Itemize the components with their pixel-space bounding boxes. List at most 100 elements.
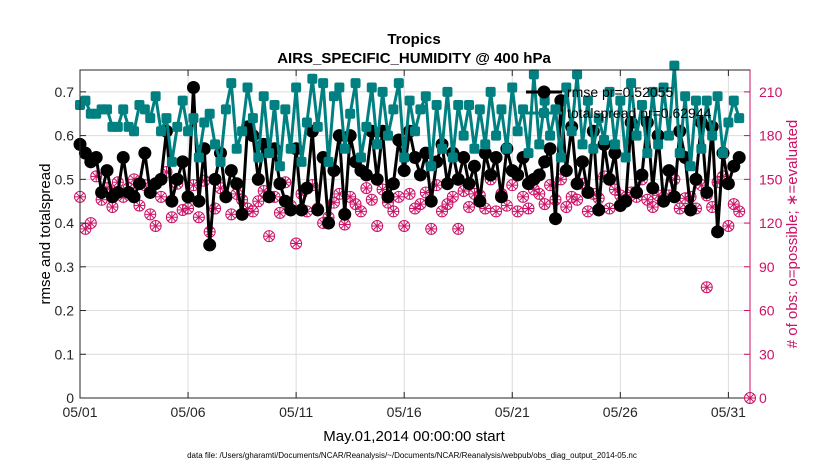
totalspread-point (636, 99, 647, 110)
rmse-point (116, 150, 130, 164)
totalspread-point (323, 156, 334, 167)
rmse-point (457, 150, 471, 164)
obs-evaluated-point (522, 202, 534, 214)
totalspread-point (312, 121, 323, 132)
rmse-point (235, 207, 249, 221)
rmse-point (667, 190, 681, 204)
totalspread-point (518, 104, 529, 115)
y-tick-label: 0.6 (55, 128, 75, 144)
totalspread-point (599, 134, 610, 145)
totalspread-point (642, 148, 653, 159)
obs-evaluated-point (144, 208, 156, 220)
totalspread-point (291, 82, 302, 93)
rmse-point (246, 129, 260, 143)
rmse-point (711, 225, 725, 239)
obs-evaluated-point (582, 205, 594, 217)
x-tick-label: 05/31 (711, 404, 746, 420)
x-tick-label: 05/01 (62, 404, 97, 420)
rmse-point (224, 164, 238, 178)
rmse-point (489, 150, 503, 164)
totalspread-point (177, 95, 188, 106)
rmse-point (608, 146, 622, 160)
rmse-point (581, 185, 595, 199)
totalspread-point (145, 113, 156, 124)
rmse-point (397, 164, 411, 178)
x-tick-label: 05/21 (495, 404, 530, 420)
totalspread-point (453, 99, 464, 110)
totalspread-point (734, 113, 745, 124)
totalspread-point (172, 121, 183, 132)
rmse-point (473, 194, 487, 208)
obs-evaluated-point (517, 191, 529, 203)
obs-evaluated-point (506, 179, 518, 191)
obs-evaluated-point (182, 202, 194, 214)
totalspread-point (301, 117, 312, 128)
rmse-point (176, 155, 190, 169)
rmse-point (219, 190, 233, 204)
y-axis-label: rmse and totalspread (37, 164, 54, 305)
rmse-point (208, 172, 222, 186)
obs-evaluated-point (728, 198, 740, 210)
totalspread-point (680, 91, 691, 102)
totalspread-point (80, 95, 91, 106)
totalspread-point (247, 113, 258, 124)
obs-evaluated-point (425, 223, 437, 235)
totalspread-point (328, 91, 339, 102)
legend-marker (537, 85, 551, 99)
totalspread-point (285, 143, 296, 154)
totalspread-point (588, 143, 599, 154)
series-layer (73, 60, 756, 404)
totalspread-point (350, 78, 361, 89)
rmse-point (154, 172, 168, 186)
rmse-point (381, 190, 395, 204)
totalspread-point (480, 139, 491, 150)
obs-evaluated-point (387, 205, 399, 217)
rmse-point (511, 168, 525, 182)
obs-evaluated-point (366, 194, 378, 206)
totalspread-point (458, 130, 469, 141)
obs-evaluated-point (106, 201, 118, 213)
rmse-point (300, 181, 314, 195)
totalspread-point (161, 113, 172, 124)
totalspread-point (334, 82, 345, 93)
totalspread-point (204, 108, 215, 119)
axis-ticks: 05/01 05/06 05/11 05/16 05/21 05/26 05/31 0 0.1 0… (55, 70, 783, 420)
totalspread-point (388, 104, 399, 115)
totalspread-point (156, 126, 167, 137)
rmse-point (467, 159, 481, 173)
obs-evaluated-point (339, 219, 351, 231)
totalspread-point (345, 108, 356, 119)
obs-evaluated-point (674, 202, 686, 214)
obs-evaluated-point (647, 201, 659, 213)
totalspread-point (420, 91, 431, 102)
y2-tick-label: 60 (759, 303, 775, 319)
totalspread-point (491, 130, 502, 141)
totalspread-point (118, 104, 129, 115)
y-tick-label: 0.5 (55, 171, 75, 187)
obs-evaluated-point (463, 201, 475, 213)
totalspread-point (166, 156, 177, 167)
totalspread-point (496, 104, 507, 115)
obs-evaluated-point (393, 191, 405, 203)
x-tick-label: 05/06 (171, 404, 206, 420)
totalspread-point (582, 95, 593, 106)
totalspread-point (442, 86, 453, 97)
y2-tick-label: 0 (759, 390, 767, 406)
rmse-point (138, 146, 152, 160)
totalspread-point (264, 148, 275, 159)
y2-tick-label: 150 (759, 171, 783, 187)
obs-evaluated-point (452, 223, 464, 235)
rmse-point (543, 142, 557, 156)
y2-tick-label: 90 (759, 259, 775, 275)
obs-evaluated-point (404, 188, 416, 200)
totalspread-point (231, 143, 242, 154)
totalspread-point (215, 156, 226, 167)
totalspread-point (690, 95, 701, 106)
x-tick-label: 05/11 (279, 404, 313, 420)
totalspread-point (701, 95, 712, 106)
obs-evaluated-point (604, 202, 616, 214)
totalspread-point (723, 117, 734, 128)
totalspread-point (393, 78, 404, 89)
rmse-point (532, 168, 546, 182)
